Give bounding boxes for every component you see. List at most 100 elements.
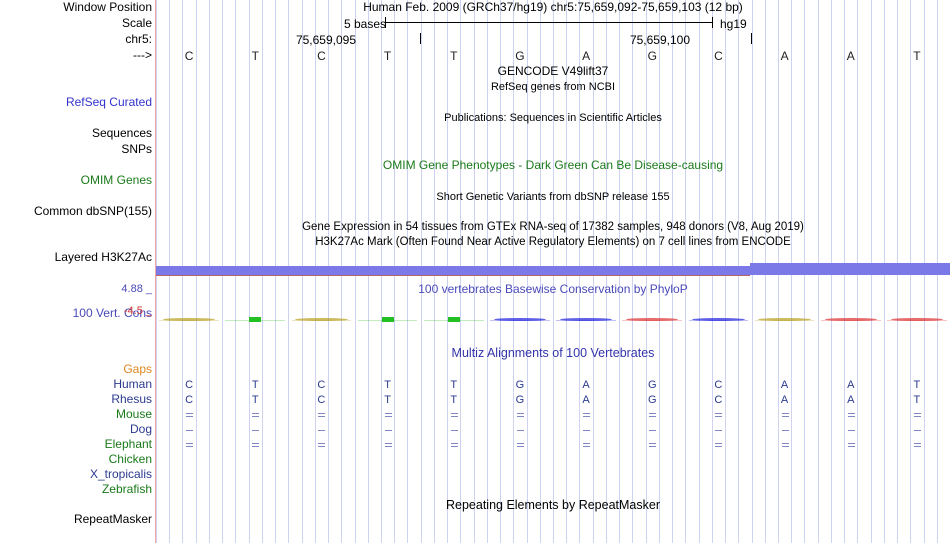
phylop-peak[interactable] — [493, 318, 547, 321]
label-sequences[interactable]: Sequences — [91, 126, 152, 140]
label-snps[interactable]: SNPs — [121, 142, 152, 156]
multiz-gap-tick — [384, 443, 392, 444]
multiz-row-chicken[interactable] — [156, 453, 950, 468]
scale-bar-label: 5 bases — [343, 17, 386, 31]
label-common-dbsnp[interactable]: Common dbSNP(155) — [33, 204, 152, 218]
multiz-gap-tick — [252, 416, 260, 417]
multiz-row-elephant[interactable] — [156, 438, 950, 453]
track-title-refseq[interactable]: RefSeq genes from NCBI — [490, 81, 616, 93]
phylop-peak[interactable] — [758, 318, 811, 321]
multiz-row-dog[interactable] — [156, 423, 950, 438]
phylop-peak[interactable] — [890, 318, 944, 321]
multiz-gap-tick — [516, 446, 524, 447]
track-title-phylop[interactable]: 100 vertebrates Basewise Conservation by… — [418, 282, 688, 296]
multiz-gap-tick — [186, 413, 194, 414]
phylop-peak[interactable] — [295, 318, 348, 321]
label-rhesus[interactable]: Rhesus — [111, 392, 152, 406]
multiz-gap-tick — [583, 416, 591, 417]
h3k27ac-baseline — [156, 275, 750, 276]
multiz-gap-tick — [186, 430, 194, 431]
multiz-gap-tick — [781, 446, 789, 447]
track-title-gtex[interactable]: Gene Expression in 54 tissues from GTEx … — [302, 221, 804, 233]
phylop-peak[interactable] — [447, 317, 460, 322]
multiz-gap-tick — [384, 416, 392, 417]
sequence-base: C — [317, 49, 326, 63]
multiz-base: T — [384, 379, 391, 391]
track-title-omim[interactable]: OMIM Gene Phenotypes - Dark Green Can Be… — [382, 158, 724, 172]
multiz-base: A — [582, 379, 590, 391]
coord-label-right: 75,659,100 — [629, 33, 690, 47]
label-zebrafish[interactable]: Zebrafish — [101, 482, 152, 496]
assembly-short-label: hg19 — [720, 17, 747, 31]
multiz-gap-tick — [583, 443, 591, 444]
multiz-gap-tick — [913, 416, 921, 417]
multiz-base: T — [450, 394, 458, 406]
h3k27ac-bar-segment[interactable] — [749, 263, 950, 275]
track-title-repeatmasker[interactable]: Repeating Elements by RepeatMasker — [445, 498, 660, 512]
track-title-h3k27ac[interactable]: H3K27Ac Mark (Often Found Near Active Re… — [315, 236, 791, 248]
multiz-gap-tick — [715, 430, 723, 431]
multiz-gap-tick — [847, 446, 855, 447]
multiz-gap-tick — [318, 413, 326, 414]
multiz-base: C — [185, 379, 194, 391]
label-chicken[interactable]: Chicken — [108, 452, 152, 466]
phylop-peak[interactable] — [381, 317, 394, 322]
label-repeatmasker[interactable]: RepeatMasker — [73, 512, 152, 526]
phylop-peak[interactable] — [626, 318, 679, 321]
multiz-gap-tick — [913, 446, 921, 447]
multiz-base: T — [251, 379, 259, 391]
multiz-gap-tick — [847, 416, 855, 417]
phylop-peak[interactable] — [162, 318, 216, 321]
phylop-peak[interactable] — [692, 318, 745, 321]
multiz-base: T — [450, 379, 458, 391]
multiz-row-mouse[interactable] — [156, 408, 950, 423]
multiz-gap-tick — [186, 416, 194, 417]
multiz-gap-tick — [252, 443, 260, 444]
track-title-multiz[interactable]: Multiz Alignments of 100 Vertebrates — [451, 346, 655, 360]
multiz-gap-tick — [649, 446, 657, 447]
label-dog[interactable]: Dog — [129, 422, 152, 436]
multiz-row-x_tropicalis[interactable] — [156, 468, 950, 483]
multiz-base: C — [185, 394, 194, 406]
label-x-tropicalis[interactable]: X_tropicalis — [89, 467, 152, 481]
multiz-base: A — [780, 394, 789, 406]
multiz-gap-tick — [583, 430, 591, 431]
sequence-base: T — [251, 49, 259, 63]
label-omim-genes[interactable]: OMIM Genes — [80, 173, 152, 187]
label-human[interactable]: Human — [113, 377, 152, 391]
multiz-gap-tick — [516, 430, 524, 431]
multiz-base: G — [515, 379, 525, 391]
sequence-base: G — [647, 49, 657, 63]
h3k27ac-bar-segment[interactable] — [156, 266, 750, 275]
track-title-dbsnp[interactable]: Short Genetic Variants from dbSNP releas… — [436, 191, 670, 203]
multiz-gap-tick — [252, 430, 260, 431]
track-data-area[interactable]: Human Feb. 2009 (GRCh37/hg19) chr5:75,65… — [156, 0, 950, 543]
label-layered-h3k27ac[interactable]: Layered H3K27Ac — [54, 250, 152, 264]
multiz-gap-tick — [450, 413, 458, 414]
sequence-base: G — [515, 49, 525, 63]
label-gaps[interactable]: Gaps — [123, 362, 152, 376]
multiz-base: T — [251, 394, 259, 406]
label-elephant[interactable]: Elephant — [104, 437, 152, 451]
multiz-gap-tick — [781, 416, 789, 417]
label-100-vert-cons[interactable]: 100 Vert. Cons — [72, 306, 152, 320]
track-title-publications[interactable]: Publications: Sequences in Scientific Ar… — [444, 112, 662, 124]
track-title-gencode[interactable]: GENCODE V49lift37 — [497, 64, 609, 78]
multiz-gap-tick — [649, 443, 657, 444]
multiz-gap-tick — [318, 430, 326, 431]
phylop-peak[interactable] — [249, 317, 262, 322]
multiz-gap-tick — [450, 446, 458, 447]
multiz-gap-tick — [913, 430, 921, 431]
coord-tick-left — [420, 33, 421, 44]
multiz-gap-tick — [847, 443, 855, 444]
multiz-base: T — [384, 394, 391, 406]
label-scale: Scale — [121, 16, 152, 30]
phylop-peak[interactable] — [559, 318, 613, 321]
phylop-peak[interactable] — [824, 318, 877, 321]
label-refseq-curated[interactable]: RefSeq Curated — [65, 95, 152, 109]
multiz-row-zebrafish[interactable] — [156, 483, 950, 498]
label-mouse[interactable]: Mouse — [115, 407, 152, 421]
